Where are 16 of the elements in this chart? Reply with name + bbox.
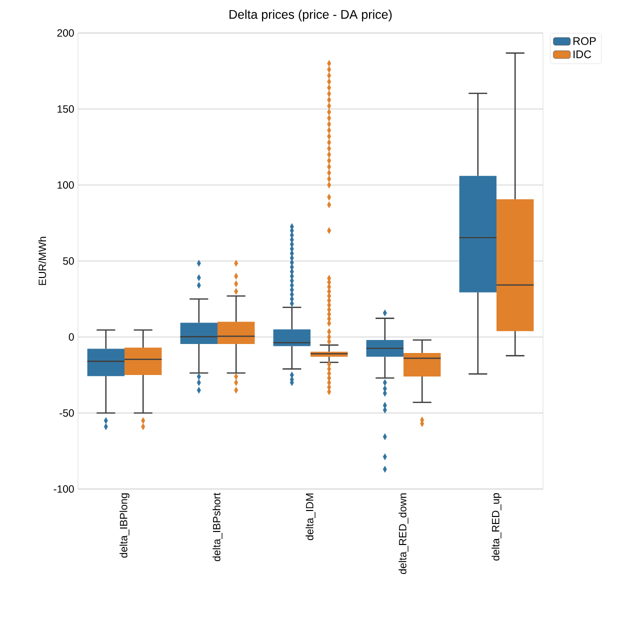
y-tick-label: -100 — [54, 485, 74, 493]
y-tick-label: 100 — [58, 181, 74, 189]
legend-label: IDC — [574, 50, 592, 58]
x-tick-label: delta_RED_up — [492, 493, 502, 561]
x-tick-label: delta_IDM — [306, 494, 316, 540]
y-tick-label: -50 — [60, 409, 74, 417]
y-tick-label: 200 — [57, 29, 74, 37]
x-tick-label: delta_RED_down — [398, 493, 408, 574]
y-tick-label: 150 — [58, 105, 74, 113]
y-axis-title: EUR/MWh — [38, 236, 46, 285]
x-tick-label: delta_IBPshort — [212, 492, 222, 562]
chart-title: Delta prices (price - DA price) — [230, 10, 392, 22]
y-tick-label: 50 — [63, 257, 74, 265]
x-tick-label: delta_IBPlong — [120, 493, 130, 558]
legend-label: ROP — [573, 37, 596, 45]
y-tick-label: 0 — [68, 333, 74, 341]
